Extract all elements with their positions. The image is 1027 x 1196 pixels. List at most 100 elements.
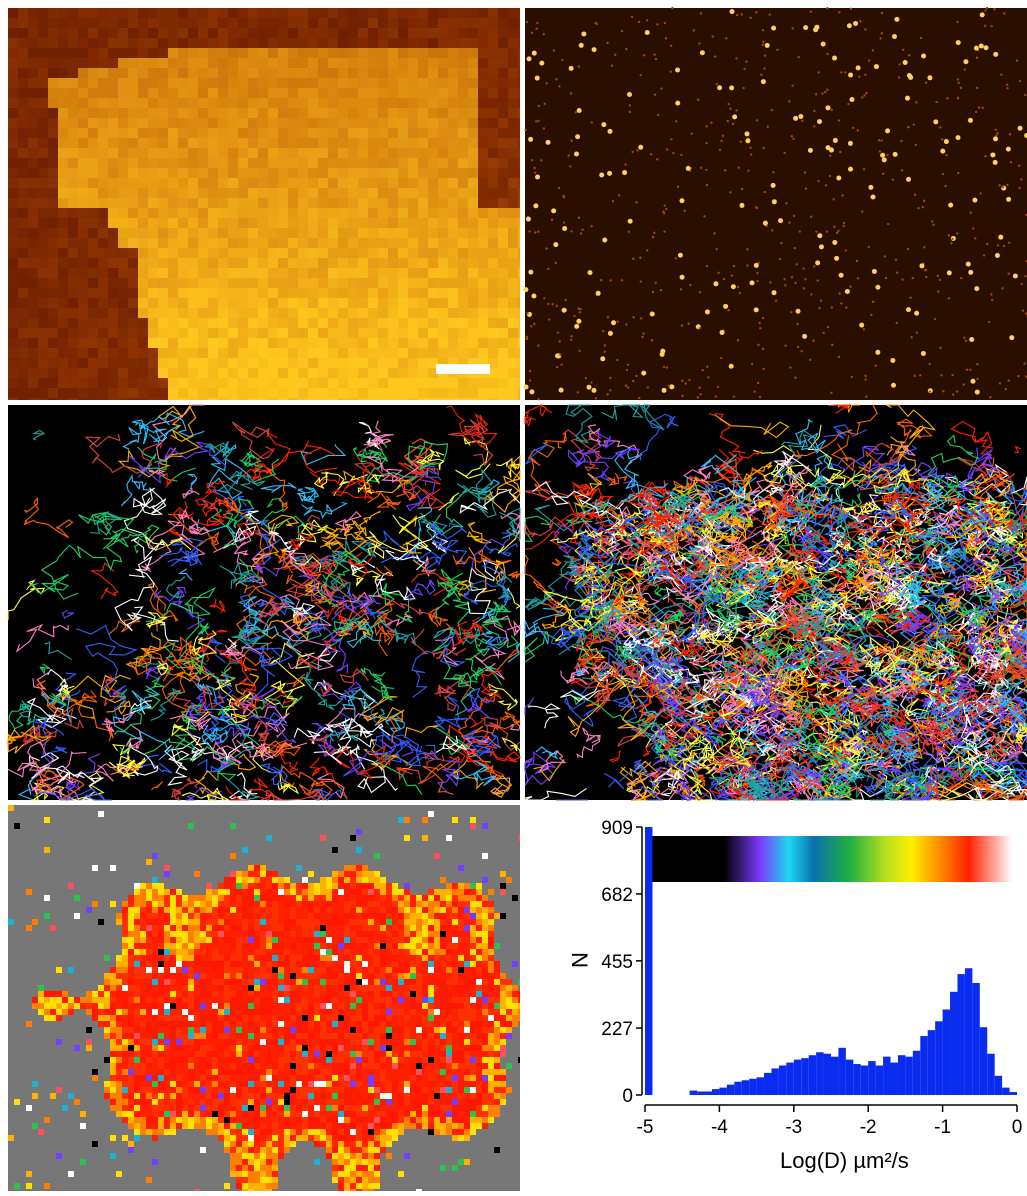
pixel	[218, 138, 228, 148]
pixel	[88, 338, 98, 348]
spot	[1018, 165, 1020, 167]
image-panels	[8, 7, 1027, 1191]
pixel	[388, 358, 398, 368]
pixel	[248, 158, 258, 168]
map-pixel	[404, 817, 410, 823]
pixel	[388, 38, 398, 48]
spot	[531, 294, 536, 299]
pixel	[88, 308, 98, 318]
pixel	[138, 58, 148, 68]
spot	[607, 129, 612, 134]
map-pixel	[470, 895, 476, 901]
map-pixel	[260, 907, 266, 913]
spot	[848, 72, 853, 77]
pixel	[158, 218, 168, 228]
spot	[845, 306, 847, 308]
pixel	[348, 158, 358, 168]
pixel	[108, 88, 118, 98]
map-pixel	[272, 907, 278, 913]
spot	[1013, 274, 1018, 279]
spot	[650, 311, 655, 316]
spot	[792, 138, 794, 140]
spot	[851, 376, 853, 378]
pixel	[148, 338, 158, 348]
spot	[829, 155, 831, 157]
pixel	[368, 278, 378, 288]
spot	[762, 348, 764, 350]
trajectories-right	[525, 405, 1027, 800]
pixel	[508, 388, 518, 398]
pixel	[318, 348, 328, 358]
pixel	[378, 188, 388, 198]
pixel	[348, 278, 358, 288]
pixel	[428, 228, 438, 238]
map-pixel	[344, 907, 350, 913]
pixel	[38, 8, 48, 18]
pixel	[78, 288, 88, 298]
pixel	[408, 138, 418, 148]
pixel	[188, 128, 198, 138]
pixel	[38, 288, 48, 298]
pixel	[278, 198, 288, 208]
pixel	[188, 298, 198, 308]
spot	[990, 293, 992, 295]
pixel	[408, 128, 418, 138]
pixel	[378, 398, 388, 400]
pixel	[238, 48, 248, 58]
spot	[1009, 133, 1011, 135]
map-pixel	[284, 883, 290, 889]
pixel	[508, 88, 518, 98]
pixel	[28, 368, 38, 378]
spot	[575, 134, 580, 139]
pixel	[228, 338, 238, 348]
map-pixel	[338, 883, 344, 889]
pixel	[398, 398, 408, 400]
pixel	[98, 158, 108, 168]
pixel	[328, 78, 338, 88]
spot	[723, 278, 725, 280]
pixel	[508, 268, 518, 278]
pixel	[458, 178, 468, 188]
pixel	[458, 218, 468, 228]
spot	[536, 22, 538, 24]
pixel	[348, 268, 358, 278]
pixel	[478, 58, 488, 68]
spot	[838, 292, 840, 294]
spot	[756, 272, 758, 274]
map-pixel	[164, 907, 170, 913]
pixel	[268, 298, 278, 308]
pixel	[488, 158, 498, 168]
pixel	[368, 118, 378, 128]
pixel	[348, 88, 358, 98]
pixel	[8, 308, 18, 318]
pixel	[108, 368, 118, 378]
spot	[1019, 80, 1021, 82]
pixel	[288, 358, 298, 368]
pixel	[418, 58, 428, 68]
map-pixel	[260, 883, 266, 889]
pixel	[118, 8, 128, 18]
pixel	[218, 268, 228, 278]
pixel	[468, 88, 478, 98]
pixel	[48, 138, 58, 148]
pixel	[118, 148, 128, 158]
pixel	[18, 228, 28, 238]
pixel	[498, 278, 508, 288]
spot	[939, 279, 941, 281]
spot	[578, 216, 580, 218]
pixel	[408, 218, 418, 228]
spot	[975, 111, 977, 113]
pixel	[318, 158, 328, 168]
spot	[720, 357, 722, 359]
map-pixel	[446, 835, 452, 841]
map-pixel	[242, 871, 248, 877]
spot	[865, 92, 867, 94]
spot	[808, 148, 813, 153]
pixel	[338, 378, 348, 388]
map-pixel	[272, 901, 278, 907]
map-pixel	[170, 889, 176, 895]
pixel	[408, 258, 418, 268]
pixel	[148, 268, 158, 278]
pixel	[138, 128, 148, 138]
pixel	[308, 298, 318, 308]
